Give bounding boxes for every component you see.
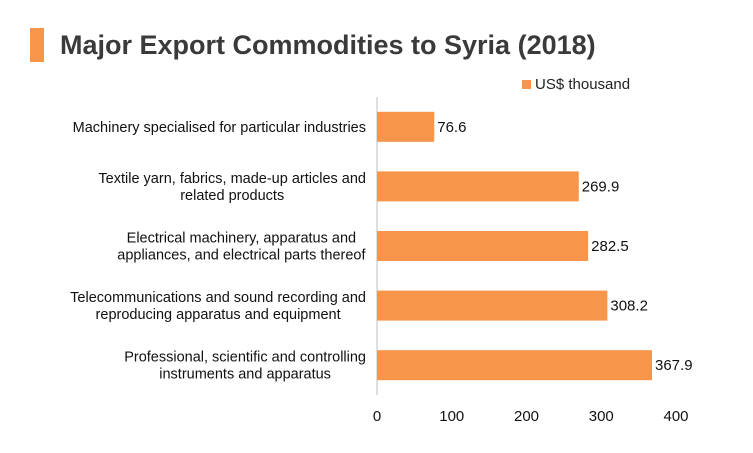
category-label-2: Electrical machinery, apparatus and appli… bbox=[117, 231, 366, 264]
data-label-0: 76.6 bbox=[437, 119, 466, 136]
category-label-line: appliances, and electrical parts thereof bbox=[117, 248, 366, 264]
title-accent-bar bbox=[30, 28, 44, 62]
bar-4 bbox=[377, 350, 653, 381]
data-label-4: 367.9 bbox=[655, 357, 693, 374]
category-label-line: Electrical machinery, apparatus and bbox=[127, 231, 356, 247]
bar-2 bbox=[377, 231, 589, 261]
data-label-2: 282.5 bbox=[591, 238, 629, 255]
category-label-0: Machinery specialised for particular ind… bbox=[73, 120, 366, 136]
x-tick-label-2: 200 bbox=[514, 408, 539, 425]
x-tick-label-4: 400 bbox=[663, 408, 688, 425]
chart-title: Major Export Commodities to Syria (2018) bbox=[60, 30, 596, 60]
x-tick-label-0: 0 bbox=[373, 408, 381, 425]
bar-0 bbox=[377, 111, 435, 142]
category-label-3: Telecommunications and sound recording a… bbox=[70, 290, 366, 323]
legend-label: US$ thousand bbox=[535, 76, 631, 93]
category-label-line: Professional, scientific and controlling bbox=[124, 350, 366, 366]
category-label-line: Textile yarn, fabrics, made-up articles … bbox=[98, 171, 366, 187]
x-tick-label-1: 100 bbox=[439, 408, 464, 425]
category-label-line: instruments and apparatus bbox=[159, 367, 331, 383]
bar-3 bbox=[377, 290, 608, 321]
category-label-line: reproducing apparatus and equipment bbox=[96, 307, 341, 323]
category-label-4: Professional, scientific and controlling… bbox=[124, 350, 366, 383]
data-label-3: 308.2 bbox=[610, 298, 648, 315]
category-label-line: Machinery specialised for particular ind… bbox=[73, 120, 366, 136]
category-label-line: related products bbox=[180, 188, 284, 204]
category-label-line: Telecommunications and sound recording a… bbox=[70, 290, 366, 306]
data-label-1: 269.9 bbox=[582, 178, 620, 195]
x-tick-label-3: 300 bbox=[589, 408, 614, 425]
category-label-1: Textile yarn, fabrics, made-up articles … bbox=[98, 171, 366, 204]
legend-swatch bbox=[522, 80, 531, 89]
legend: US$ thousand bbox=[522, 76, 630, 93]
bar-1 bbox=[377, 171, 579, 202]
